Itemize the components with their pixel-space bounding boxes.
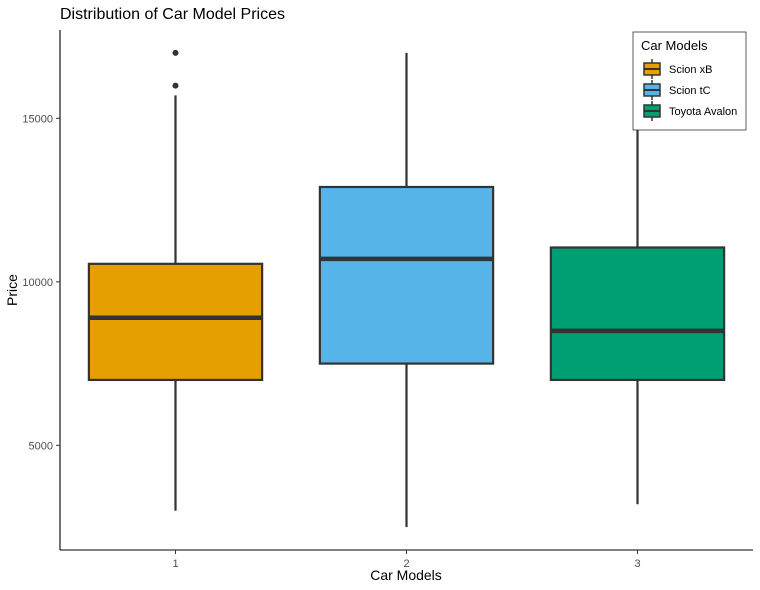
legend-label: Scion xB xyxy=(669,64,712,76)
legend-item: Toyota Avalon xyxy=(643,101,737,121)
legend-title: Car Models xyxy=(641,38,708,53)
box-scion-xb xyxy=(87,49,264,511)
x-tick-label: 1 xyxy=(172,558,178,570)
chart-title: Distribution of Car Model Prices xyxy=(60,6,285,23)
outlier-point xyxy=(172,49,179,56)
y-axis-title: Price xyxy=(4,274,20,306)
y-tick-label: 5000 xyxy=(29,440,53,452)
x-axis-title: Car Models xyxy=(370,567,442,583)
box-scion-tc xyxy=(318,52,495,528)
x-tick-label: 3 xyxy=(634,558,640,570)
boxes xyxy=(87,49,726,528)
y-tick-label: 15000 xyxy=(22,113,53,125)
legend-item: Scion tC xyxy=(643,80,711,100)
legend: Car Models Scion xB Scion tC Toyota Avalon xyxy=(632,31,747,131)
x-tick-label: 2 xyxy=(403,558,409,570)
outlier-point xyxy=(172,82,179,89)
box-body xyxy=(549,246,726,382)
box-body xyxy=(318,185,495,365)
legend-label: Scion tC xyxy=(669,85,711,97)
legend-items: Scion xB Scion tC Toyota Avalon xyxy=(643,59,737,121)
y-tick-label: 10000 xyxy=(22,277,53,289)
legend-item: Scion xB xyxy=(643,59,712,79)
box-body xyxy=(87,262,264,382)
y-axis: 5000 10000 15000 xyxy=(22,30,61,550)
box-toyota-avalon xyxy=(549,98,726,505)
legend-label: Toyota Avalon xyxy=(669,106,737,118)
x-axis: 1 2 3 xyxy=(60,549,753,570)
